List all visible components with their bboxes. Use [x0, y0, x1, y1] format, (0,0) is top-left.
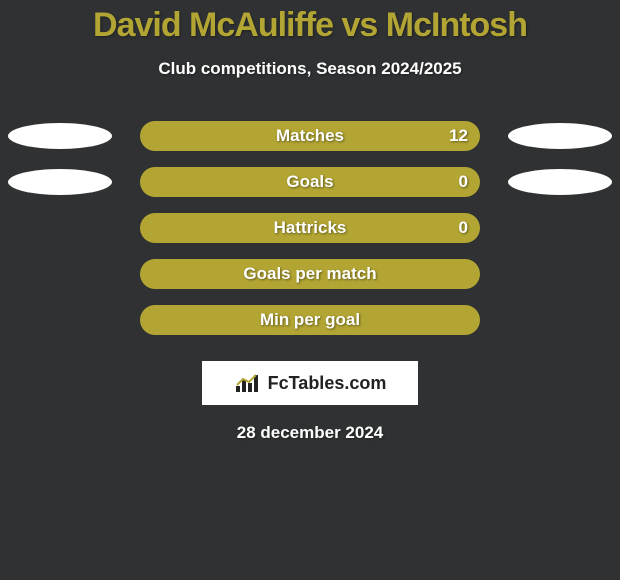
logo: FcTables.com — [234, 372, 387, 394]
stat-label: Hattricks — [274, 218, 347, 238]
logo-text: FcTables.com — [268, 373, 387, 394]
bars-icon — [234, 372, 262, 394]
right-indicator-ellipse — [508, 123, 612, 149]
stat-label: Min per goal — [260, 310, 360, 330]
stat-value: 0 — [459, 172, 468, 192]
stat-value: 12 — [449, 126, 468, 146]
left-indicator-ellipse — [8, 169, 112, 195]
snapshot-date: 28 december 2024 — [0, 423, 620, 443]
stat-bar: Matches 12 — [140, 121, 480, 151]
stat-label: Matches — [276, 126, 344, 146]
stat-bar: Hattricks 0 — [140, 213, 480, 243]
comparison-subtitle: Club competitions, Season 2024/2025 — [0, 59, 620, 79]
comparison-title: David McAuliffe vs McIntosh — [0, 0, 620, 45]
stat-bar: Goals 0 — [140, 167, 480, 197]
left-indicator-ellipse — [8, 123, 112, 149]
stat-bar: Min per goal — [140, 305, 480, 335]
stat-value: 0 — [459, 218, 468, 238]
stats-container: Matches 12 Goals 0 Hattricks 0 Goals per match… — [0, 121, 620, 351]
logo-box: FcTables.com — [202, 361, 418, 405]
stat-bar: Goals per match — [140, 259, 480, 289]
stat-row: Goals 0 — [0, 167, 620, 197]
stat-row: Goals per match — [0, 259, 620, 289]
stat-row: Min per goal — [0, 305, 620, 335]
right-indicator-ellipse — [508, 169, 612, 195]
stat-row: Hattricks 0 — [0, 213, 620, 243]
stat-label: Goals — [286, 172, 333, 192]
stat-label: Goals per match — [243, 264, 376, 284]
stat-row: Matches 12 — [0, 121, 620, 151]
